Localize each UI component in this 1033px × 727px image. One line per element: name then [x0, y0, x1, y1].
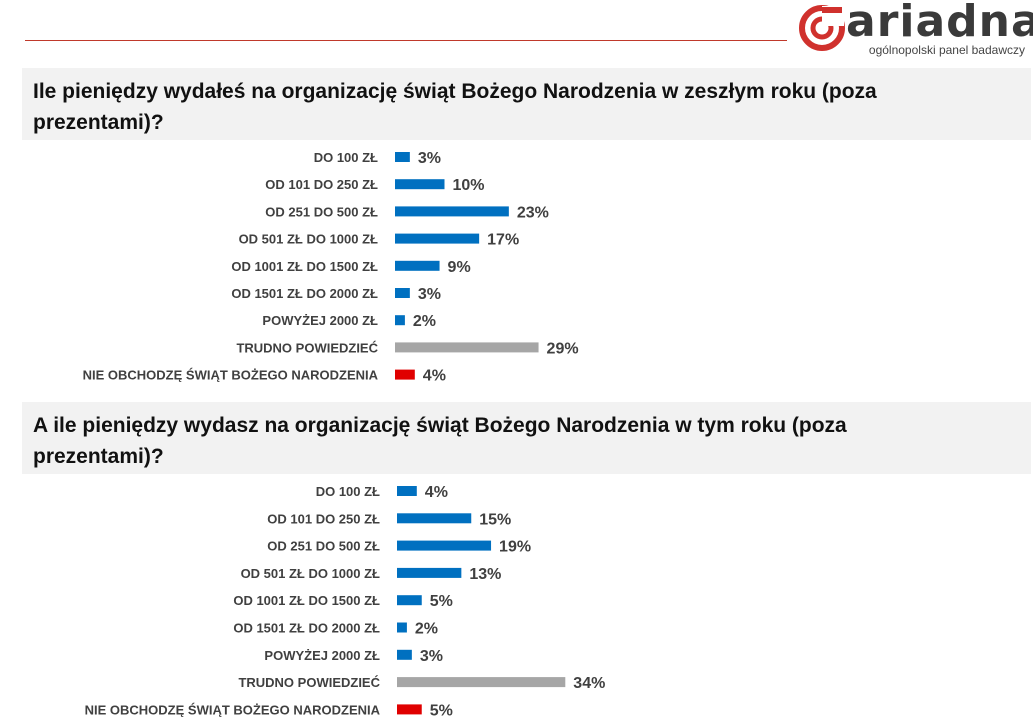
header-divider [25, 40, 787, 41]
category-label: OD 1501 ZŁ DO 2000 ZŁ [233, 621, 380, 636]
bar [395, 233, 480, 244]
value-label: 34% [573, 675, 605, 692]
category-label: OD 1001 ZŁ DO 1500 ZŁ [231, 259, 378, 274]
value-label: 4% [423, 368, 446, 385]
value-label: 4% [425, 484, 448, 501]
value-label: 2% [413, 313, 436, 330]
category-label: OD 501 ZŁ DO 1000 ZŁ [239, 232, 378, 247]
question-1-box: Ile pieniędzy wydałeś na organizację świ… [22, 68, 1031, 140]
value-label: 3% [418, 150, 441, 167]
value-label: 19% [499, 539, 531, 556]
category-label: OD 101 DO 250 ZŁ [265, 177, 378, 192]
bar [395, 179, 445, 190]
brand-tagline: ogólnopolski panel badawczy [868, 43, 1025, 57]
value-label: 29% [547, 340, 579, 357]
category-label: OD 251 DO 500 ZŁ [265, 204, 378, 219]
value-label: 13% [469, 566, 501, 583]
category-label: DO 100 ZŁ [316, 484, 380, 499]
category-label: POWYŻEJ 2000 ZŁ [264, 648, 380, 663]
category-label: TRUDNO POWIEDZIEĆ [236, 340, 378, 355]
category-label: OD 251 DO 500 ZŁ [267, 539, 380, 554]
value-label: 9% [448, 259, 471, 276]
category-label: NIE OBCHODZĘ ŚWIĄT BOŻEGO NARODZENIA [85, 702, 381, 717]
ariadna-logo: ariadna ogólnopolski panel badawczy [795, 0, 1033, 58]
bar [395, 342, 539, 353]
bar [397, 595, 422, 606]
bar [397, 622, 407, 633]
bar [397, 649, 412, 660]
bar [395, 315, 405, 326]
brand-name: ariadna [846, 0, 1033, 47]
bar [397, 704, 422, 715]
category-label: POWYŻEJ 2000 ZŁ [262, 313, 378, 328]
category-label: DO 100 ZŁ [314, 150, 378, 165]
value-label: 2% [415, 621, 438, 638]
value-label: 23% [517, 204, 549, 221]
value-label: 17% [487, 232, 519, 249]
bar [397, 677, 566, 688]
value-label: 5% [430, 702, 453, 719]
bar [397, 540, 492, 551]
bar [395, 369, 415, 380]
value-label: 3% [418, 286, 441, 303]
bar [397, 567, 462, 578]
bar [395, 288, 410, 298]
ariadna-spiral-icon [799, 5, 845, 51]
bar [395, 152, 410, 162]
bar [395, 260, 440, 271]
category-label: OD 501 ZŁ DO 1000 ZŁ [241, 566, 380, 581]
category-label: OD 1001 ZŁ DO 1500 ZŁ [233, 593, 380, 608]
value-label: 10% [453, 177, 485, 194]
question-1-title: Ile pieniędzy wydałeś na organizację świ… [33, 80, 877, 134]
value-label: 5% [430, 593, 453, 610]
question-2-box: A ile pieniędzy wydasz na organizację św… [22, 402, 1031, 474]
value-label: 3% [420, 648, 443, 665]
bar [397, 513, 472, 524]
bar [395, 206, 509, 217]
category-label: OD 101 DO 250 ZŁ [267, 511, 380, 526]
category-label: OD 1501 ZŁ DO 2000 ZŁ [231, 286, 378, 301]
category-label: NIE OBCHODZĘ ŚWIĄT BOŻEGO NARODZENIA [83, 368, 379, 383]
value-label: 15% [479, 511, 511, 528]
question-2-title: A ile pieniędzy wydasz na organizację św… [33, 414, 847, 468]
bar [397, 486, 417, 496]
category-label: TRUDNO POWIEDZIEĆ [238, 675, 380, 690]
